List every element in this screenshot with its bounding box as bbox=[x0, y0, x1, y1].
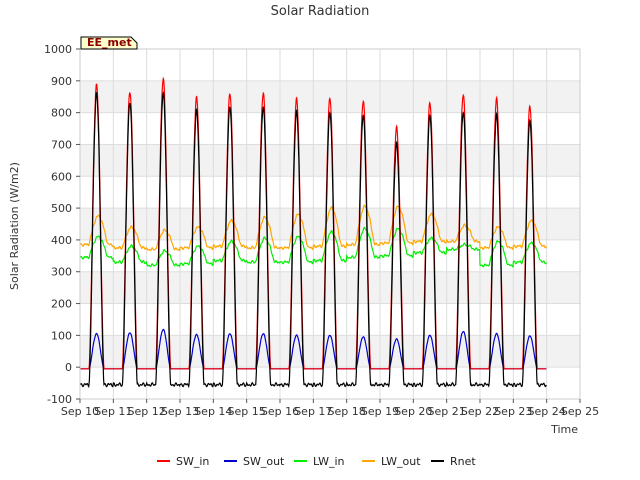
series-layer bbox=[79, 76, 547, 389]
x-tick-label: Sep 17 bbox=[294, 405, 332, 418]
y-tick-label: 200 bbox=[51, 298, 72, 311]
y-tick-label: 1000 bbox=[44, 43, 72, 56]
x-tick-label: Sep 18 bbox=[328, 405, 366, 418]
y-tick-label: 600 bbox=[51, 170, 72, 183]
x-tick-label: Sep 13 bbox=[161, 405, 199, 418]
y-tick-label: 0 bbox=[65, 361, 72, 374]
series-line-lw-out bbox=[79, 204, 547, 252]
x-tick-label: Sep 16 bbox=[261, 405, 299, 418]
y-tick-label: 700 bbox=[51, 138, 72, 151]
legend-label: SW_in bbox=[176, 455, 209, 468]
x-tick-label: Sep 14 bbox=[194, 405, 232, 418]
legend: SW_in SW_out LW_in LW_out Rnet bbox=[157, 455, 476, 468]
x-tick-label: Sep 10 bbox=[61, 405, 99, 418]
x-tick-label: Sep 21 bbox=[428, 405, 466, 418]
y-tick-label: -100 bbox=[47, 393, 72, 406]
plot-frame bbox=[79, 48, 581, 400]
legend-item-lw-in: LW_in bbox=[294, 455, 345, 468]
y-axis-ticks: -100 0 100 200 300 400 500 600 700 800 900 1000 bbox=[44, 43, 80, 406]
y-tick-label: 100 bbox=[51, 329, 72, 342]
legend-label: Rnet bbox=[450, 455, 476, 468]
legend-label: LW_out bbox=[381, 455, 421, 468]
y-tick-label: 800 bbox=[51, 107, 72, 120]
plot-band bbox=[80, 144, 580, 177]
site-label: EE_met bbox=[87, 36, 132, 49]
plot-band bbox=[80, 271, 580, 304]
x-tick-label: Sep 15 bbox=[228, 405, 266, 418]
y-tick-label: 900 bbox=[51, 75, 72, 88]
x-tick-label: Sep 11 bbox=[94, 405, 132, 418]
y-tick-label: 300 bbox=[51, 266, 72, 279]
chart-title: Solar Radiation bbox=[271, 4, 370, 19]
site-label-box: EE_met bbox=[80, 36, 138, 50]
plot-band bbox=[80, 80, 580, 113]
y-tick-label: 400 bbox=[51, 234, 72, 247]
legend-item-lw-out: LW_out bbox=[362, 455, 421, 468]
plot-band bbox=[80, 208, 580, 240]
x-axis-title: Time bbox=[550, 423, 578, 436]
legend-label: LW_in bbox=[313, 455, 345, 468]
x-tick-label: Sep 19 bbox=[361, 405, 399, 418]
y-tick-label: 500 bbox=[51, 202, 72, 215]
x-tick-label: Sep 24 bbox=[528, 405, 566, 418]
x-tick-label: Sep 12 bbox=[128, 405, 166, 418]
legend-item-sw-in: SW_in bbox=[157, 455, 209, 468]
legend-label: SW_out bbox=[243, 455, 285, 468]
x-tick-label: Sep 25 bbox=[561, 405, 599, 418]
x-tick-label: Sep 22 bbox=[461, 405, 499, 418]
legend-item-sw-out: SW_out bbox=[224, 455, 285, 468]
legend-item-rnet: Rnet bbox=[431, 455, 476, 468]
series-line-rnet bbox=[79, 90, 547, 389]
x-tick-label: Sep 23 bbox=[494, 405, 532, 418]
plot-band bbox=[80, 335, 580, 368]
x-tick-label: Sep 20 bbox=[394, 405, 432, 418]
series-line-lw-in bbox=[79, 226, 547, 268]
y-axis-title: Solar Radiation (W/m2) bbox=[8, 162, 21, 290]
